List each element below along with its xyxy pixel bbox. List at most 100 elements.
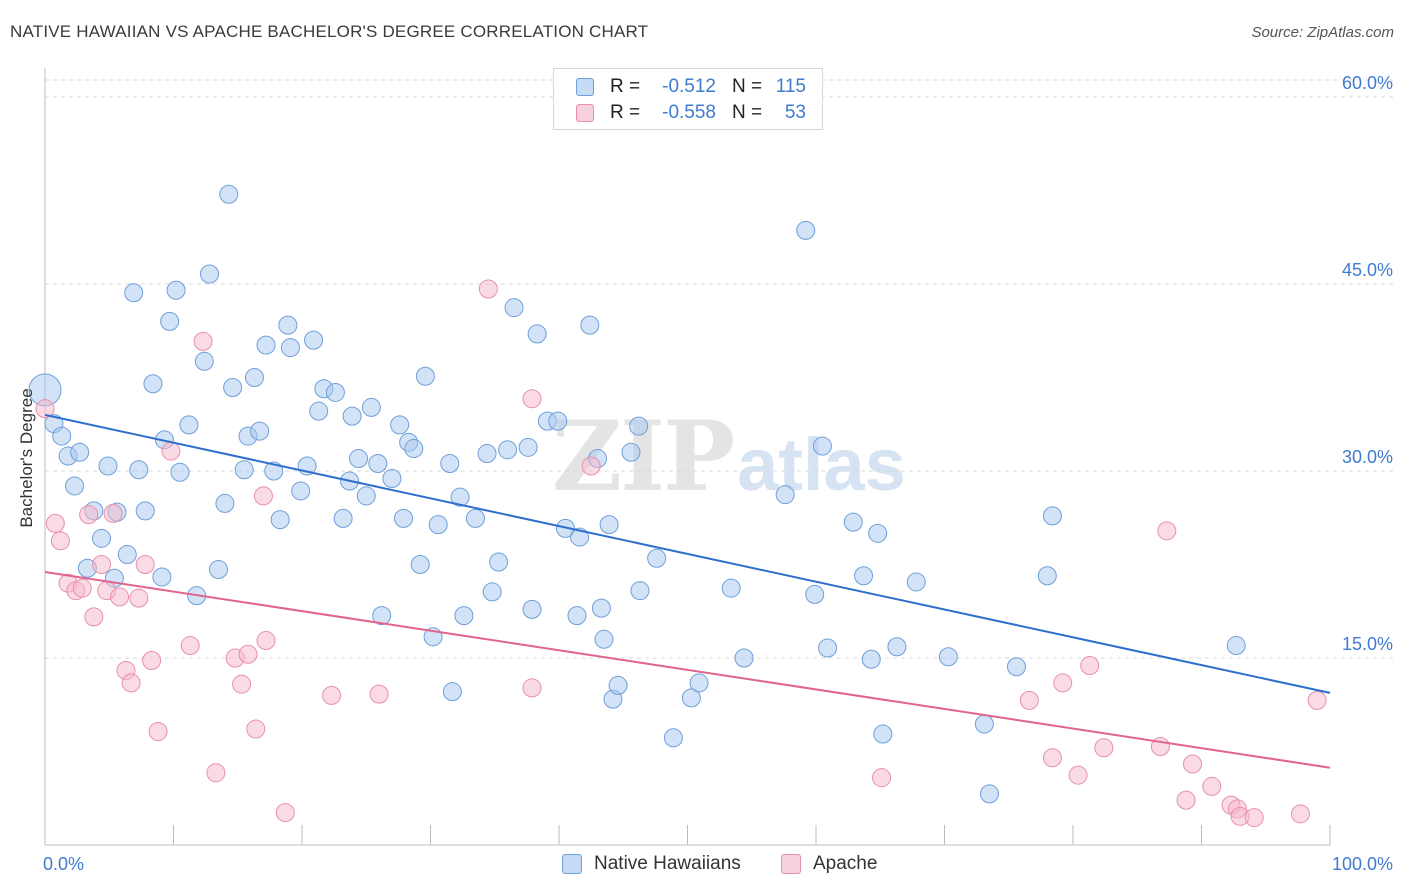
bottom-legend-native-hawaiians: Native Hawaiians [562,852,741,876]
apache-point [193,331,213,351]
native-hawaiian-point [291,481,311,501]
native-hawaiian-point [244,368,264,387]
native-hawaiian-point [368,454,388,474]
native-hawaiian-point [160,311,180,331]
native-hawaiian-point [372,606,392,626]
apache-point [1202,776,1222,796]
apache-point [1019,690,1039,710]
legend-r-value: -0.512 [662,76,716,97]
native-hawaiian-point [873,724,893,744]
apache-point [872,768,892,788]
native-hawaiian-point [477,444,497,464]
native-hawaiian-point [548,411,568,431]
apache-point [1290,804,1310,824]
apache-point [84,607,104,627]
y-axis-label: Bachelor's Degree [17,388,36,528]
native-hawaiian-point [129,460,149,480]
native-hawaiian-point [1042,506,1062,526]
native-hawaiian-point [143,374,163,394]
x-tick-label-max: 100.0% [1332,854,1393,874]
native-hawaiian-point [594,629,614,649]
native-hawaiian-point [1226,636,1246,656]
native-hawaiian-point [498,440,518,460]
native-hawaiian-point [580,315,600,335]
native-hawaiian-point [208,559,228,579]
apache-point [45,513,65,533]
native-hawaiian-point [325,382,345,402]
apache-point [161,441,181,461]
native-hawaiian-point [887,637,907,657]
native-hawaiian-point [219,184,239,204]
trend-lines [44,413,1331,769]
apache-point [1094,738,1114,758]
native-hawaiian-point [454,606,474,626]
apache-point [1053,673,1073,693]
native-hawaiian-point [868,523,888,543]
native-hawaiian-point [489,552,509,572]
native-hawaiian-point [812,436,832,456]
native-hawaiian-point [135,501,155,521]
native-hawaiian-point [681,688,701,708]
native-hawaiian-point [629,416,649,436]
native-hawaiian-point [342,406,362,426]
correlation-legend: R = -0.512 N = 115 R = -0.558 N = 53 [553,68,823,130]
data-points [28,184,1327,828]
apache-point [581,456,601,476]
native-hawaiian-point [663,728,683,748]
native-hawaiian-point [621,442,641,462]
x-tick-label-min: 0.0% [43,854,84,874]
native-hawaiian-point [504,298,524,318]
apache-point [246,719,266,739]
apache-point [1157,521,1177,541]
y-tick-label: 60.0% [1342,73,1393,93]
native-hawaiian-point [264,461,284,481]
bottom-legend-swatch-pink [781,854,801,874]
native-hawaiian-point [440,454,460,474]
native-hawaiian-point [570,527,590,547]
source-label: Source: ZipAtlas.com [1251,24,1394,41]
apache-point [121,673,141,693]
apache-point [92,555,112,574]
legend-r-label: R = [610,76,641,97]
legend-n-label: N = [732,102,763,123]
apache-point [1244,808,1264,828]
apache-point [135,555,155,574]
native-hawaiian-point [861,649,881,669]
apache-point [129,588,149,608]
native-hawaiian-point [567,606,587,626]
apache-point [1176,790,1196,810]
native-hawaiian-point [721,578,741,598]
apache-point [253,486,273,506]
native-hawaiian-point [450,487,470,507]
y-tick-label: 15.0% [1342,634,1393,654]
bottom-legend-label: Apache [813,853,878,874]
native-hawaiian-point [630,581,650,601]
native-hawaiian-point [1006,657,1026,677]
axes [44,68,1331,846]
apache-point [35,399,55,419]
native-hawaiian-point [390,415,410,435]
legend-row-native-hawaiians: R = -0.512 N = 115 [576,75,806,99]
native-hawaiian-point [591,598,611,618]
apache-point [275,803,295,823]
native-hawaiian-point [734,648,754,668]
apache-point [103,503,123,523]
native-hawaiian-trend-line [44,413,1331,694]
native-hawaiian-point [522,599,542,619]
apache-point [232,674,252,694]
native-hawaiian-point [309,401,329,421]
native-hawaiian-point [361,397,381,417]
apache-point [79,505,99,525]
apache-point [72,578,92,598]
native-hawaiian-point [410,555,430,574]
native-hawaiian-point [256,335,276,355]
native-hawaiian-point [938,647,958,667]
native-hawaiian-point [974,714,994,734]
apache-point [142,650,162,670]
legend-n-value: 53 [784,102,806,123]
native-hawaiian-point [775,485,795,505]
y-tick-label: 30.0% [1342,447,1393,467]
apache-point [1068,765,1088,785]
native-hawaiian-point [356,486,376,506]
native-hawaiian-point [796,220,816,240]
